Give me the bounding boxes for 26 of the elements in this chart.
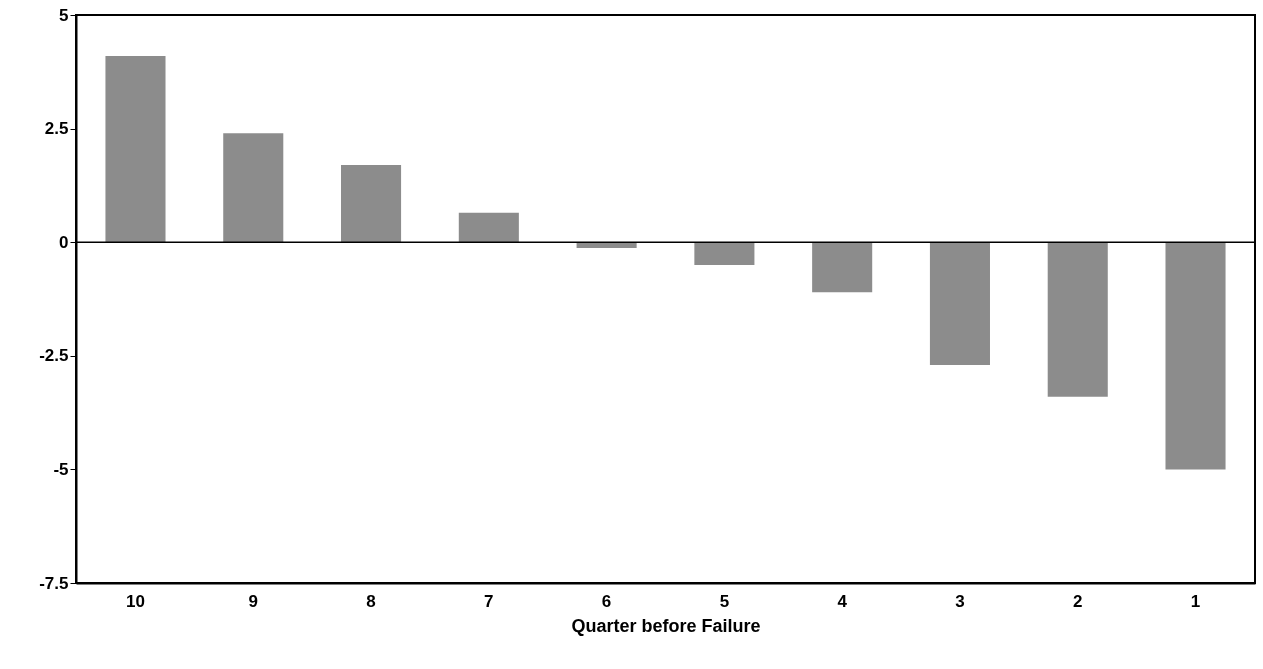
x-tick-label: 8 [366, 591, 376, 611]
x-tick-label: 6 [601, 591, 612, 611]
x-axis-title: Quarter before Failure [571, 615, 761, 636]
bar [1165, 242, 1226, 470]
x-tick-label: 7 [484, 591, 494, 611]
x-tick-label: 3 [955, 591, 965, 611]
y-tick-label: -7.5 [39, 573, 69, 593]
bar [694, 242, 755, 265]
y-tick-label: -2.5 [39, 346, 69, 366]
bar [458, 212, 519, 243]
y-tick-label: 0 [59, 232, 69, 252]
bar [105, 55, 166, 243]
y-tick-label: -5 [53, 459, 69, 479]
x-tick-label: 4 [837, 591, 848, 611]
bar [341, 164, 402, 243]
x-tick-label: 5 [719, 591, 730, 611]
x-tick-label: 1 [1190, 591, 1201, 611]
y-tick-label: 5 [59, 5, 69, 25]
x-tick-label: 9 [248, 591, 258, 611]
bar [1047, 242, 1108, 397]
bar [812, 242, 873, 293]
x-tick-label: 10 [126, 591, 145, 611]
bar [929, 242, 990, 365]
y-tick-label: 2.5 [44, 119, 69, 139]
bar [223, 133, 284, 243]
x-tick-label: 2 [1073, 591, 1083, 611]
